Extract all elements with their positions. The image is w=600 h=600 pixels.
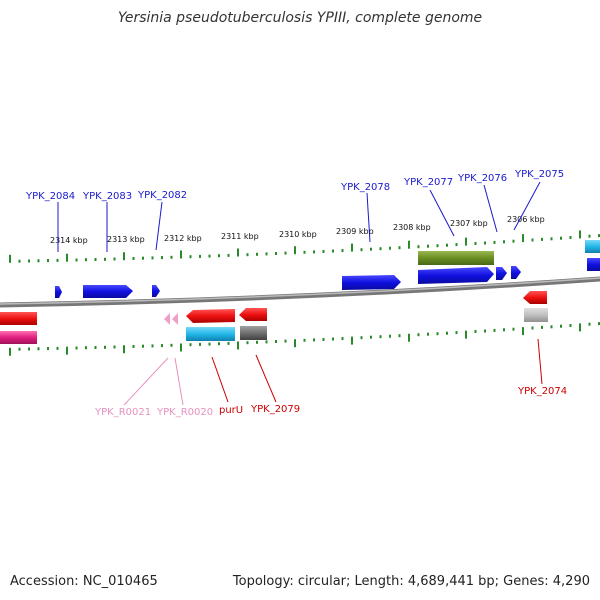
gene-ypk-2083[interactable] xyxy=(83,285,133,298)
label-ypk-2074: YPK_2074 xyxy=(517,386,567,397)
leader-ypk-2075 xyxy=(513,181,541,231)
label-ypk-2079: YPK_2079 xyxy=(250,404,300,415)
leader-ypk-2079 xyxy=(255,354,277,403)
genome-backbone xyxy=(0,276,600,308)
gene-reverse-edge[interactable] xyxy=(0,312,37,325)
gene-ypk-2084[interactable] xyxy=(55,286,62,298)
leader-ypk-r0020 xyxy=(174,357,184,406)
kbp-label-2314: 2314 kbp xyxy=(50,236,88,245)
leader-ypk-2078 xyxy=(366,192,371,243)
gene-ypk-2077[interactable] xyxy=(418,267,494,284)
topology-text: Topology: circular; Length: 4,689,441 bp… xyxy=(232,574,590,589)
label-ypk-2075: YPK_2075 xyxy=(514,169,564,180)
gene-ypk-2082[interactable] xyxy=(152,285,160,297)
kbp-label-2311: 2311 kbp xyxy=(221,232,259,241)
map-title: Yersinia pseudotuberculosis YPIII, compl… xyxy=(117,10,483,26)
pseudogene-ypk-2074[interactable] xyxy=(524,308,548,322)
pseudogene-ypk-2079[interactable] xyxy=(240,326,267,340)
kbp-label-2307: 2307 kbp xyxy=(450,219,488,228)
label-ypk-r0020: YPK_R0020 xyxy=(156,407,213,418)
label-ypk-r0021: YPK_R0021 xyxy=(94,407,151,418)
label-ypk-2082: YPK_2082 xyxy=(137,190,187,201)
kbp-label-2310: 2310 kbp xyxy=(279,230,317,239)
label-ypk-2076: YPK_2076 xyxy=(457,173,507,184)
gene-ypk-2074[interactable] xyxy=(523,291,547,304)
feature-cyan-edge[interactable] xyxy=(585,240,600,253)
gene-purU[interactable] xyxy=(186,309,235,323)
gene-ypk-2078[interactable] xyxy=(342,275,401,290)
ruler-lower xyxy=(9,322,600,356)
label-ypk-2078: YPK_2078 xyxy=(340,182,390,193)
gene-ypk-2075[interactable] xyxy=(511,266,521,279)
genome-backbone-highlight xyxy=(0,277,600,305)
forward-genes xyxy=(55,240,600,298)
leader-ypk-2077 xyxy=(429,189,455,237)
leader-ypk-2082 xyxy=(155,201,163,251)
gene-labels: YPK_2084 YPK_2083 YPK_2082 YPK_2078 YPK_… xyxy=(25,169,567,418)
feature-cyan-purU[interactable] xyxy=(186,327,235,341)
accession-text: Accession: NC_010465 xyxy=(10,574,158,589)
rna-ypk-r0021[interactable] xyxy=(164,313,170,325)
gene-ypk-2076[interactable] xyxy=(496,267,507,280)
reverse-genes xyxy=(0,291,548,344)
label-ypk-2084: YPK_2084 xyxy=(25,191,75,202)
label-purU: purU xyxy=(219,405,243,416)
kbp-label-2312: 2312 kbp xyxy=(164,234,202,243)
kbp-label-2309: 2309 kbp xyxy=(336,227,374,236)
kbp-label-2306: 2306 kbp xyxy=(507,215,545,224)
leader-purU xyxy=(211,356,229,403)
rna-ypk-r0020[interactable] xyxy=(172,313,178,325)
feature-magenta-edge[interactable] xyxy=(0,331,37,344)
leader-ypk-2076 xyxy=(483,184,498,233)
kbp-label-2313: 2313 kbp xyxy=(107,235,145,244)
leader-lines xyxy=(57,181,543,406)
ruler-upper xyxy=(9,230,600,263)
label-ypk-2077: YPK_2077 xyxy=(403,177,453,188)
ruler-labels: 2314 kbp 2313 kbp 2312 kbp 2311 kbp 2310… xyxy=(50,215,545,245)
feature-olive[interactable] xyxy=(418,251,494,265)
leader-ypk-r0021 xyxy=(123,357,169,406)
kbp-label-2308: 2308 kbp xyxy=(393,223,431,232)
gene-forward-edge[interactable] xyxy=(587,258,600,271)
leader-ypk-2074 xyxy=(537,338,543,385)
label-ypk-2083: YPK_2083 xyxy=(82,191,132,202)
gene-ypk-2079[interactable] xyxy=(239,308,267,321)
